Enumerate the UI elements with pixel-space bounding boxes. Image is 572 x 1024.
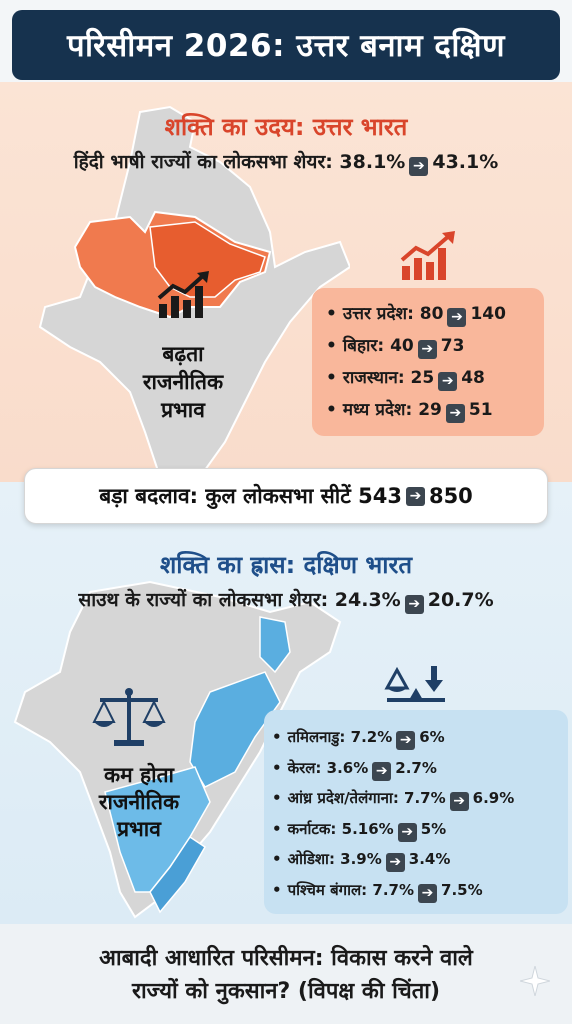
south-section-title: शक्ति का ह्रास: दक्षिण भारत — [159, 551, 413, 579]
banner-prefix: बड़ा बदलाव: कुल लोकसभा सीटें 543 — [99, 484, 402, 508]
total-seats-banner: बड़ा बदलाव: कुल लोकसभा सीटें 543 ➔ 850 — [24, 468, 548, 524]
arrow-right-icon: ➔ — [445, 404, 465, 423]
banner-suffix: 850 — [428, 484, 473, 508]
growth-chart-icon — [157, 271, 209, 318]
south-label-line-3: प्रभाव — [117, 817, 161, 841]
arrow-right-icon: ➔ — [417, 340, 437, 359]
south-share-suffix: 20.7% — [427, 589, 494, 611]
arrow-right-icon: ➔ — [385, 853, 405, 872]
north-label-line-3: प्रभाव — [161, 398, 205, 422]
north-states-box: उत्तर प्रदेश: 80➔140 बिहार: 40➔73 राजस्थ… — [312, 288, 544, 436]
footer — [0, 924, 572, 1024]
growth-chart-icon — [400, 231, 455, 280]
north-influence-label: बढ़ता राजनीतिक प्रभाव — [118, 340, 248, 424]
scale-down-icon — [384, 666, 445, 702]
page-title: परिसीमन 2026: उत्तर बनाम दक्षिण — [12, 10, 560, 80]
south-share-subtitle: साउथ के राज्यों का लोकसभा शेयर: 24.3% ➔ 20… — [0, 586, 572, 614]
north-share-prefix: हिंदी भाषी राज्यों का लोकसभा शेयर: 38.1% — [73, 151, 406, 173]
north-section: शक्ति का उदय: उत्तर भारत हिंदी भाषी राज्… — [0, 82, 572, 482]
arrow-right-icon: ➔ — [438, 372, 458, 391]
list-item: केरल: 3.6%➔2.7% — [272, 753, 568, 784]
south-states-box: तमिलनाडु: 7.2%➔6% केरल: 3.6%➔2.7% आंध्र … — [264, 710, 568, 914]
south-section: शक्ति का ह्रास: दक्षिण भारत साउथ के राज्… — [0, 482, 572, 924]
south-india-map — [13, 580, 342, 919]
list-item: आंध्र प्रदेश/तेलंगाना: 7.7%➔6.9% — [272, 783, 568, 814]
footer-line-1: आबादी आधारित परिसीमन: विकास करने वाले — [99, 946, 473, 971]
list-item: पश्चिम बंगाल: 7.7%➔7.5% — [272, 875, 568, 906]
south-share-prefix: साउथ के राज्यों का लोकसभा शेयर: 24.3% — [78, 589, 401, 611]
list-item: बिहार: 40➔73 — [326, 330, 544, 362]
list-item: कर्नाटक: 5.16%➔5% — [272, 814, 568, 845]
south-label-line-2: राजनीतिक — [98, 790, 180, 814]
arrow-right-icon: ➔ — [405, 486, 425, 506]
arrow-right-icon: ➔ — [397, 822, 417, 842]
arrow-right-icon: ➔ — [409, 157, 429, 176]
arrow-right-icon: ➔ — [396, 731, 416, 750]
arrow-right-icon: ➔ — [449, 792, 469, 811]
south-influence-label: कम होता राजनीतिक प्रभाव — [74, 762, 204, 843]
south-label-line-1: कम होता — [104, 763, 174, 787]
north-label-line-2: राजनीतिक — [142, 370, 224, 394]
arrow-right-icon: ➔ — [404, 595, 424, 614]
list-item: राजस्थान: 25➔48 — [326, 362, 544, 394]
list-item: मध्य प्रदेश: 29➔51 — [326, 394, 544, 426]
list-item: उत्तर प्रदेश: 80➔140 — [326, 298, 544, 330]
footer-line-2: राज्यों को नुकसान? (विपक्ष की चिंता) — [131, 979, 441, 1004]
north-label-line-1: बढ़ता — [162, 342, 204, 366]
arrow-right-icon: ➔ — [447, 308, 467, 327]
arrow-right-icon: ➔ — [372, 761, 392, 781]
north-section-title: शक्ति का उदय: उत्तर भारत — [164, 113, 408, 141]
list-item: ओडिशा: 3.9%➔3.4% — [272, 844, 568, 875]
sparkle-icon — [520, 966, 550, 996]
arrow-right-icon: ➔ — [418, 883, 438, 903]
north-share-suffix: 43.1% — [432, 151, 499, 173]
balance-scale-icon — [92, 688, 166, 746]
footer-question: आबादी आधारित परिसीमन: विकास करने वाले रा… — [0, 942, 572, 1008]
north-share-subtitle: हिंदी भाषी राज्यों का लोकसभा शेयर: 38.1%… — [0, 148, 572, 176]
list-item: तमिलनाडु: 7.2%➔6% — [272, 722, 568, 753]
